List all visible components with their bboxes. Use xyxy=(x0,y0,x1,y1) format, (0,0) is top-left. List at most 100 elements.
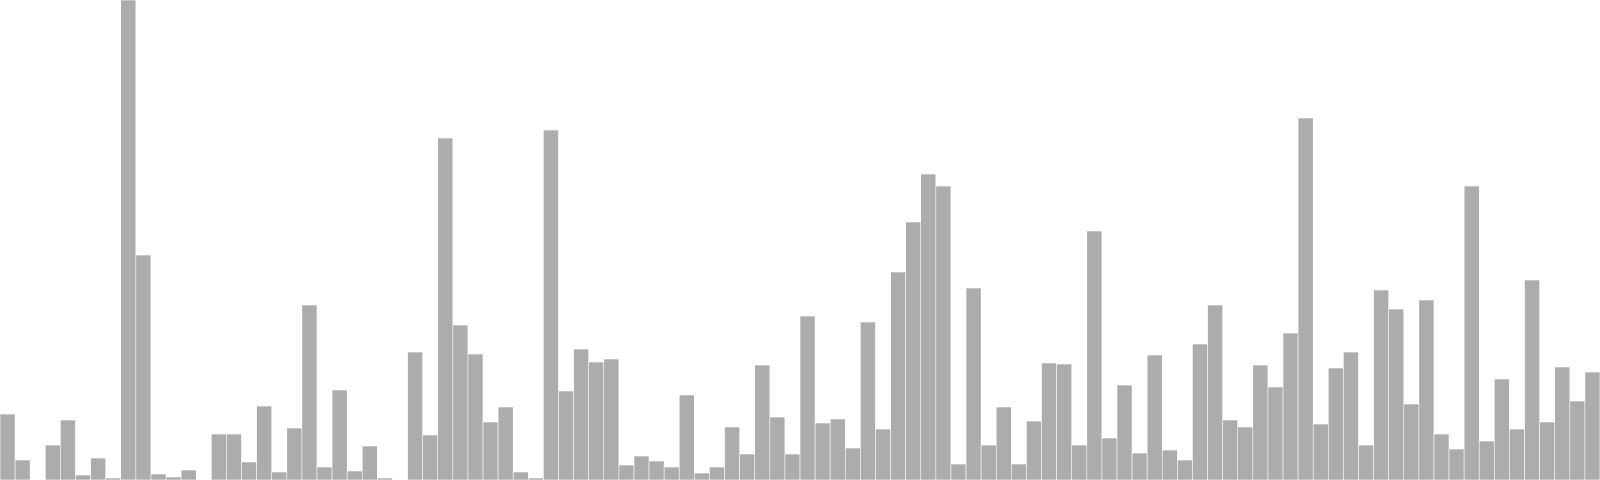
histogram-bar-58 xyxy=(875,428,891,480)
histogram-bar-95 xyxy=(1433,433,1450,480)
histogram-bar-63 xyxy=(950,463,967,480)
histogram-bar-0 xyxy=(0,413,16,480)
histogram-bar-96 xyxy=(1448,448,1465,480)
histogram-bar-22 xyxy=(331,389,348,480)
histogram-bar-5 xyxy=(75,474,91,480)
histogram-bar-15 xyxy=(226,433,242,480)
histogram-bar-40 xyxy=(603,358,620,480)
histogram-bar-70 xyxy=(1056,363,1072,480)
histogram-bar-23 xyxy=(346,470,363,480)
histogram-bar-82 xyxy=(1237,426,1254,480)
histogram-bar-20 xyxy=(301,304,318,480)
histogram-bar-4 xyxy=(60,419,76,480)
histogram-bar-104 xyxy=(1569,400,1586,480)
histogram-bar-18 xyxy=(271,471,288,480)
histogram-bar-10 xyxy=(150,473,167,480)
histogram-bar-52 xyxy=(784,453,801,480)
histogram-bar-84 xyxy=(1267,386,1284,480)
histogram-bar-100 xyxy=(1509,428,1525,480)
histogram-bar-74 xyxy=(1116,384,1133,480)
histogram-bar-65 xyxy=(980,444,997,480)
histogram-bar-62 xyxy=(935,185,952,480)
histogram-bar-41 xyxy=(618,464,635,480)
histogram-bar-31 xyxy=(467,353,484,480)
histogram-bar-16 xyxy=(241,461,257,480)
histogram-bar-42 xyxy=(633,455,650,480)
histogram-bar-101 xyxy=(1524,279,1540,480)
histogram-bar-51 xyxy=(769,416,786,480)
histogram-bar-48 xyxy=(724,426,740,480)
histogram-bar-3 xyxy=(44,444,61,480)
histogram-bar-21 xyxy=(316,466,333,480)
histogram-bar-34 xyxy=(512,471,529,480)
histogram-bar-60 xyxy=(905,221,922,480)
histogram-bar-94 xyxy=(1418,299,1435,480)
histogram-bar-91 xyxy=(1373,289,1389,480)
histogram-bar-71 xyxy=(1071,444,1088,480)
histogram-bar-72 xyxy=(1086,230,1103,480)
histogram-bar-29 xyxy=(437,137,454,480)
histogram-bar-14 xyxy=(211,433,227,480)
histogram-bar-56 xyxy=(844,447,861,480)
histogram-bar-39 xyxy=(588,361,605,480)
histogram-bar-53 xyxy=(799,315,816,480)
histogram-bar-83 xyxy=(1252,364,1269,480)
histogram-bar-103 xyxy=(1554,366,1571,480)
histogram-bar-57 xyxy=(860,321,876,480)
histogram-bar-17 xyxy=(256,405,272,480)
histogram-bar-73 xyxy=(1101,437,1118,480)
histogram-bar-19 xyxy=(286,427,303,480)
histogram-bar-86 xyxy=(1297,117,1314,480)
histogram-bar-77 xyxy=(1161,449,1178,480)
histogram-bar-49 xyxy=(739,453,756,480)
histogram-bar-80 xyxy=(1207,304,1223,480)
histogram-bar-47 xyxy=(709,466,725,480)
histogram-bar-50 xyxy=(754,364,771,480)
histogram-bar-97 xyxy=(1463,185,1480,480)
histogram-bar-68 xyxy=(1026,420,1042,480)
histogram-bar-54 xyxy=(814,422,831,480)
histogram-bar-44 xyxy=(663,466,680,480)
histogram-bar-24 xyxy=(361,445,378,480)
histogram-bar-69 xyxy=(1041,362,1057,480)
histogram-bar-64 xyxy=(965,287,982,480)
histogram-bar-102 xyxy=(1539,421,1556,480)
histogram-bar-33 xyxy=(497,406,514,480)
histogram-bar-88 xyxy=(1328,367,1344,480)
histogram-bar-66 xyxy=(995,406,1012,480)
histogram-bar-93 xyxy=(1403,403,1420,480)
histogram-bar-78 xyxy=(1177,459,1193,480)
histogram-bar-98 xyxy=(1478,440,1495,480)
histogram-bar-75 xyxy=(1131,452,1148,480)
histogram-bar-6 xyxy=(90,457,106,480)
histogram-bar-59 xyxy=(890,271,906,480)
histogram-bar-81 xyxy=(1222,419,1239,480)
histogram-bar-61 xyxy=(920,173,937,480)
histogram-bar-46 xyxy=(694,472,710,480)
histogram-bar-87 xyxy=(1312,423,1329,480)
histogram-bar-92 xyxy=(1388,308,1405,480)
histogram-bar-55 xyxy=(829,418,846,480)
histogram-bar-79 xyxy=(1192,343,1208,480)
histogram-bar-12 xyxy=(180,469,197,480)
histogram-bar-89 xyxy=(1343,351,1359,480)
histogram-bar-45 xyxy=(678,394,695,480)
histogram-bar-99 xyxy=(1494,378,1510,480)
histogram-bar-27 xyxy=(407,351,423,480)
histogram-bar-90 xyxy=(1358,444,1374,480)
histogram-bar-76 xyxy=(1146,354,1163,480)
histogram-bar-43 xyxy=(648,460,665,480)
histogram-bar-25 xyxy=(377,477,393,480)
histogram-bar-28 xyxy=(422,434,439,480)
histogram-bar-1 xyxy=(14,459,31,480)
histogram-bar-105 xyxy=(1584,371,1600,480)
histogram-bar-32 xyxy=(482,421,499,480)
histogram-bar-85 xyxy=(1282,332,1299,480)
histogram-bar-38 xyxy=(573,348,589,480)
histogram-bar-9 xyxy=(135,254,152,480)
histogram-bar-67 xyxy=(1011,463,1027,480)
histogram-bar-37 xyxy=(558,390,574,480)
